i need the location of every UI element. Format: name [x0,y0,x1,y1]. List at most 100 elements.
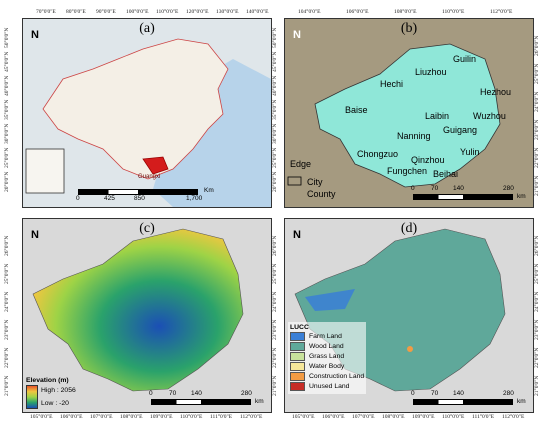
axis-tick-label: 35°0'0"N [4,99,10,120]
china-map-svg [23,19,271,207]
lucc-class-label: Grass Land [309,353,345,360]
axis-tick-label: 25°0'0"N [272,263,278,284]
lucc-class-label: Unused Land [309,383,350,390]
lucc-class-label: Water Body [309,363,345,370]
axis-tick-label: 26°0'0"N [534,35,540,56]
scale-b-0: 0 [411,185,415,192]
scale-a-unit: Km [204,187,214,194]
axis-tick-label: 26°0'0"N [534,235,540,256]
elevation-color-ramp [26,385,38,409]
elevation-high: High : 2056 [41,387,76,394]
axis-tick-label: 22°0'0"N [534,147,540,168]
panel-b-title: (b) [400,21,418,36]
panel-c-title: (c) [139,221,155,236]
scale-d-0: 0 [411,390,415,397]
lucc-swatch [290,372,305,381]
axis-tick-label: 108°0'0"E [120,414,143,420]
north-arrow-b: N [293,29,301,41]
axis-tick-label: 45°0'0"N [4,51,10,72]
axis-tick-label: 90°0'0"E [96,9,116,15]
axis-tick-label: 21°0'0"N [534,175,540,196]
city-guigang: Guigang [443,125,478,135]
guangxi-highlight [142,156,169,175]
lucc-class-label: Wood Land [309,343,344,350]
scale-b-2: 140 [453,185,464,192]
lucc-legend-title: LUCC [290,324,309,331]
axis-tick-label: 21°0'0"N [4,375,10,396]
axis-tick-label: 22°0'0"N [272,347,278,368]
axis-tick-label: 105°0'0"E [292,414,315,420]
scale-b-1: 70 [431,185,439,192]
city-chongzuo: Chongzuo [357,149,399,159]
axis-tick-label: 23°0'0"N [534,119,540,140]
scale-a-3: 1,700 [186,195,203,202]
axis-tick-label: 108°0'0"E [394,9,417,15]
axis-tick-label: 22°0'0"N [4,347,10,368]
panel-a-title: (a) [139,21,155,36]
scale-bar-a: 0 425 850 1,700 Km [76,187,214,202]
axis-tick-label: 110°0'0"E [180,414,203,420]
axis-tick-label: 25°0'0"N [272,147,278,168]
elevation-low: Low : -20 [41,400,69,407]
city-laibin: Laibin [425,111,450,121]
guangxi-label: Guangxi [138,174,161,180]
axis-tick-label: 25°0'0"N [4,147,10,168]
lucc-legend-row: Unused Land [290,382,364,391]
axis-tick-label: 50°0'0"N [4,27,10,48]
lucc-swatch [290,382,305,391]
lucc-legend-row: Wood Land [290,342,364,351]
axis-tick-label: 21°0'0"N [272,375,278,396]
axis-tick-label: 105°0'0"E [30,414,53,420]
axis-tick-label: 24°0'0"N [4,291,10,312]
axis-tick-label: 112°0'0"E [240,414,263,420]
city-wuzhou: Wuzhou [473,111,506,121]
axis-tick-label: 24°0'0"N [534,291,540,312]
north-arrow-a: N [31,29,39,41]
legend-city: City [307,177,323,187]
lucc-swatch [290,362,305,371]
axis-tick-label: 23°0'0"N [4,319,10,340]
axis-tick-label: 106°0'0"E [60,414,83,420]
axis-tick-label: 112°0'0"E [502,414,525,420]
lucc-legend-row: Construction Land [290,372,364,381]
axis-tick-label: 109°0'0"E [412,414,435,420]
axis-tick-label: 20°0'0"N [272,171,278,192]
scale-a-1: 425 [104,195,115,202]
city-hechi: Hechi [380,79,404,89]
lucc-legend-row: Farm Land [290,332,364,341]
axis-tick-label: 110°0'0"E [442,414,465,420]
axis-tick-label: 23°0'0"N [534,319,540,340]
city-baise: Baise [345,105,368,115]
legend-county: County [307,189,336,199]
scale-a-0: 0 [76,195,80,202]
axis-tick-label: 24°0'0"N [534,91,540,112]
city-guilin: Guilin [453,54,477,64]
axis-tick-label: 130°0'0"E [216,9,239,15]
scale-bar-d: 0 70 140 280 km [411,390,526,405]
axis-tick-label: 106°0'0"E [346,9,369,15]
axis-tick-label: 120°0'0"E [186,9,209,15]
admin-map-svg [285,19,533,207]
axis-tick-label: 80°0'0"E [66,9,86,15]
axis-tick-label: 110°0'0"E [442,9,465,15]
lucc-legend: LUCC Farm Land Wood Land Grass Land Water B… [288,322,367,394]
axis-tick-label: 100°0'0"E [126,9,149,15]
axis-tick-label: 45°0'0"N [272,51,278,72]
lucc-swatch [290,352,305,361]
elevation-legend: Elevation (m) High : 2056 Low : -20 [26,377,76,409]
lucc-class-label: Farm Land [309,333,342,340]
panel-a-china-map: (a) N Guangxi 0 425 850 1,700 Km [22,18,272,208]
north-arrow-c: N [31,229,39,241]
lucc-swatch [290,342,305,351]
scale-c-0: 0 [149,390,153,397]
lucc-swatch [290,332,305,341]
axis-tick-label: 104°0'0"E [298,9,321,15]
axis-tick-label: 108°0'0"E [382,414,405,420]
panel-d-title: (d) [400,221,418,236]
axis-tick-label: 20°0'0"N [4,171,10,192]
city-qinzhou: Qinzhou [411,155,445,165]
lucc-class-label: Construction Land [309,373,365,380]
axis-tick-label: 25°0'0"N [4,263,10,284]
north-arrow-d: N [293,229,301,241]
axis-tick-label: 26°0'0"N [272,235,278,256]
